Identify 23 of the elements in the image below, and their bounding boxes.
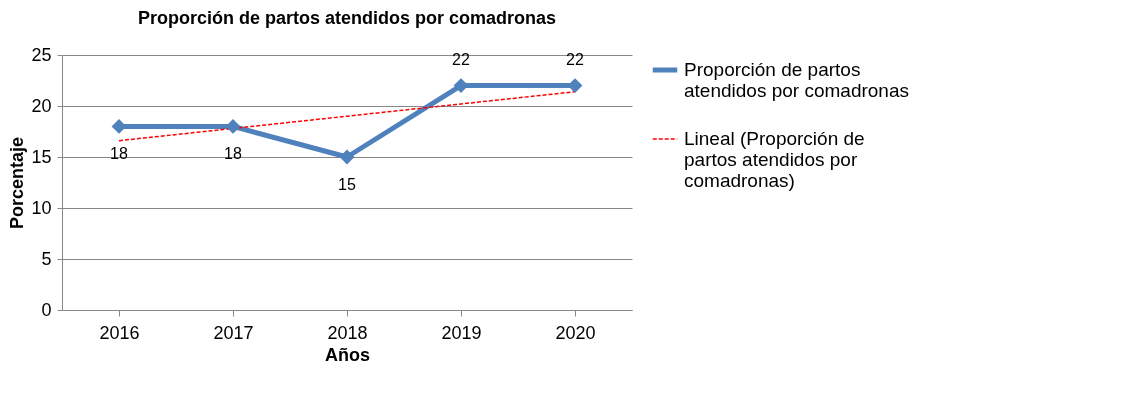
y-tick-label: 5 [41, 248, 52, 269]
x-tick-label: 2019 [441, 322, 482, 343]
legend-label: Lineal (Proporción de partos atendidos por comadronas) [684, 128, 865, 191]
y-tick-label: 10 [31, 197, 52, 218]
data-label: 22 [566, 50, 584, 68]
y-axis-title: Porcentaje [7, 136, 28, 230]
data-label: 18 [110, 145, 128, 163]
x-tick-label: 2016 [99, 322, 140, 343]
point [339, 149, 355, 165]
x-axis-title: Años [325, 344, 370, 365]
x-tick-label: 2020 [555, 322, 596, 343]
chart-title: Proporción de partos atendidos por comadronas [137, 8, 557, 28]
x-tick-label: 2017 [213, 322, 254, 343]
y-tick-label: 0 [41, 299, 52, 320]
y-tick-label: 25 [31, 44, 52, 65]
data-label: 15 [338, 176, 356, 193]
y-tick-label: 20 [31, 95, 52, 116]
data-label: 22 [452, 50, 470, 68]
x-tick-label: 2018 [327, 322, 368, 343]
legend-label: Proporción de partos atendidos por comadronas [684, 59, 909, 101]
data-label: 18 [224, 145, 242, 163]
y-tick-label: 15 [31, 146, 52, 167]
point [225, 118, 241, 134]
